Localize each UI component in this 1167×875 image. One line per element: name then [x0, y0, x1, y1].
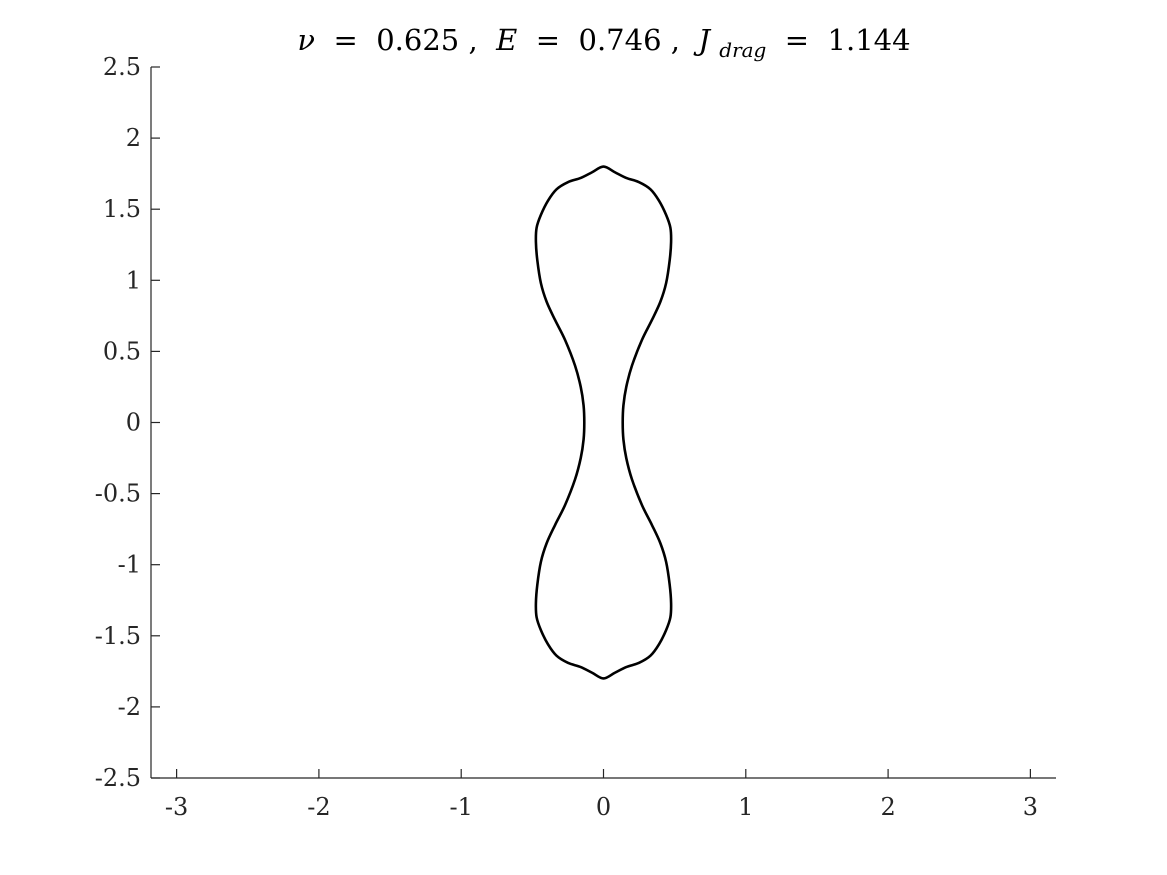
title-nu-value: 0.625	[376, 23, 459, 57]
y-tick-label: 2	[126, 124, 141, 152]
x-tick-label: -1	[450, 793, 473, 821]
title-separator-2: ,	[671, 23, 689, 57]
y-tick-label: -2.5	[95, 764, 141, 792]
title-j-subscript: drag	[719, 38, 766, 62]
title-nu-symbol: ν	[297, 23, 315, 57]
series-line-0	[534, 165, 673, 680]
y-tick-label: 1	[126, 266, 141, 294]
x-tick-label: 0	[596, 793, 611, 821]
axes: -3 -2 -1 0 1 2 3 2.5 2 1.5 1 0.5 0 -0.5 -1 -1.5 -2 -2.5	[95, 53, 1056, 821]
x-tick-label: -3	[165, 793, 188, 821]
x-tick-label: 1	[738, 793, 753, 821]
x-tick-label: 2	[880, 793, 895, 821]
title-equals-2: =	[527, 23, 570, 57]
x-tick-label: -2	[307, 793, 330, 821]
title-equals-1: =	[324, 23, 367, 57]
title-j-symbol: J	[693, 23, 711, 57]
y-tick-label: -0.5	[95, 480, 141, 508]
y-tick-label: 0.5	[103, 337, 141, 365]
title-separator-1: ,	[468, 23, 486, 57]
chart-title: ν = 0.625 , E = 0.746 , J drag = 1.144	[297, 23, 910, 64]
y-tick-label: 1.5	[103, 195, 141, 223]
title-j-value: 1.144	[828, 23, 911, 57]
y-tick-label: 0	[126, 409, 141, 437]
y-tick-label: -2	[118, 693, 141, 721]
x-tick-label: 3	[1023, 793, 1038, 821]
title-e-symbol: E	[495, 23, 517, 57]
title-equals-3: =	[776, 23, 819, 57]
title-e-value: 0.746	[579, 23, 662, 57]
y-tick-label: 2.5	[103, 53, 141, 81]
plot-area	[534, 165, 673, 680]
y-tick-label: -1	[118, 551, 141, 579]
y-tick-label: -1.5	[95, 622, 141, 650]
